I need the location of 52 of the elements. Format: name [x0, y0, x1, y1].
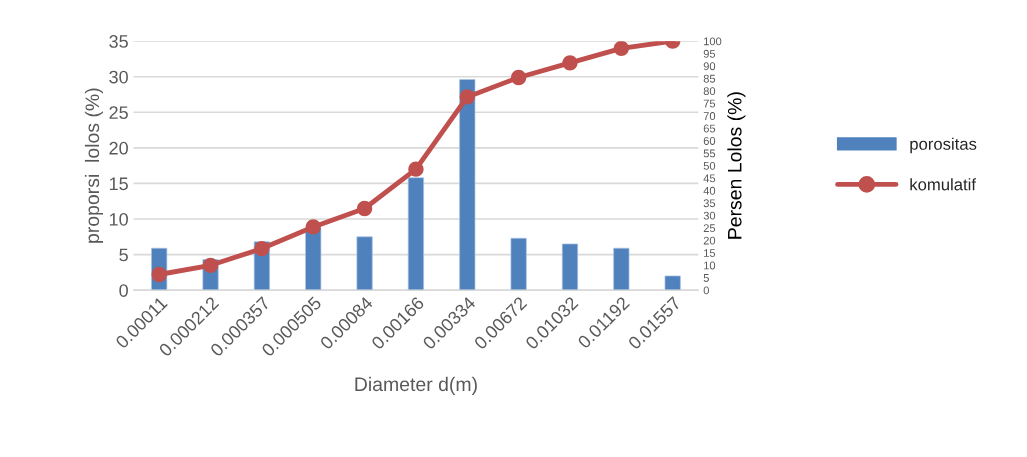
y2-tick-label: 0	[703, 286, 709, 295]
y2-tick-label: 10	[704, 261, 716, 270]
point	[254, 240, 270, 257]
bar	[613, 247, 630, 291]
point	[356, 200, 373, 217]
point	[305, 219, 321, 235]
y2-axis-title: Persen Lolos (%)	[727, 92, 746, 239]
point	[511, 69, 527, 86]
y2-tick-label: 35	[703, 199, 716, 208]
y-tick-label: 20	[109, 141, 128, 155]
bar	[510, 237, 527, 291]
y2-tick-label: 100	[704, 37, 722, 46]
legend-label: porositas	[910, 137, 977, 154]
y-axis-title: proporsi lolos (%)	[84, 88, 104, 243]
y-tick-label: 35	[109, 35, 128, 48]
y2-tick-label: 90	[703, 62, 716, 71]
y2-tick-label: 15	[704, 249, 716, 257]
y2-tick-label: 80	[703, 87, 716, 96]
y-tick-label: 30	[109, 70, 128, 84]
point	[202, 257, 219, 273]
bar	[664, 275, 681, 291]
bar	[459, 79, 476, 291]
y-tick-label: 0	[119, 284, 128, 297]
y2-tick-label: 75	[703, 99, 716, 108]
point	[459, 89, 475, 105]
point	[613, 41, 629, 56]
y2-tick-label: 25	[703, 224, 716, 233]
y2-tick-label: 65	[703, 124, 716, 133]
y2-tick-label: 60	[703, 137, 716, 145]
y-tick-label: 5	[119, 248, 128, 262]
x-axis-title: Diameter d(m)	[355, 376, 477, 395]
y2-tick-label: 95	[703, 49, 716, 58]
bar	[561, 243, 579, 291]
y2-tick-label: 85	[703, 74, 716, 83]
y2-tick-label: 20	[703, 236, 716, 245]
bar	[356, 236, 373, 291]
y2-tick-label: 40	[703, 186, 716, 195]
y2-tick-label: 30	[703, 211, 716, 220]
bar	[305, 227, 322, 291]
bar	[407, 177, 424, 291]
y2-tick-label: 50	[703, 161, 716, 170]
y2-tick-label: 5	[703, 274, 709, 282]
y-tick-label: 25	[109, 106, 128, 120]
y-tick-label: 10	[109, 212, 128, 226]
point	[562, 55, 578, 71]
legend-label: komulatif	[910, 178, 977, 191]
y2-tick-label: 55	[703, 149, 716, 158]
point	[151, 266, 167, 283]
y-tick-label: 15	[109, 177, 128, 191]
y2-tick-label: 70	[703, 112, 716, 120]
y2-tick-label: 45	[703, 174, 716, 183]
point	[408, 161, 424, 177]
